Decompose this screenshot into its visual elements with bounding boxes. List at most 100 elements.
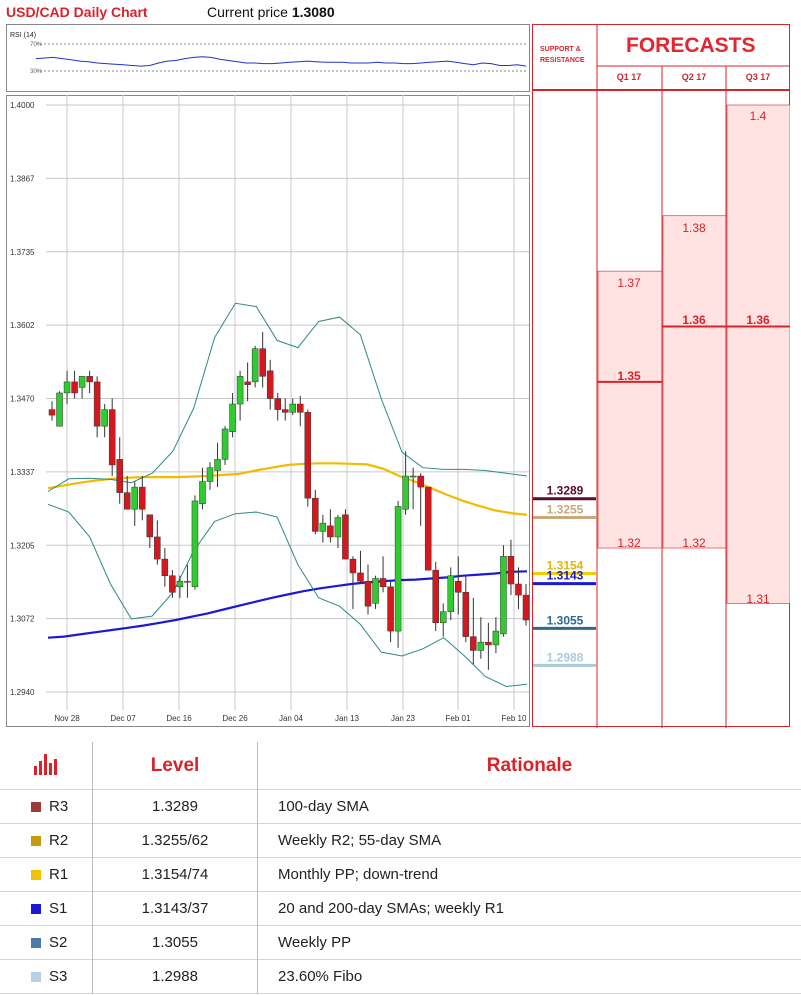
level-column-header: Level <box>92 742 258 790</box>
candle-bull <box>176 580 184 588</box>
level-value: 1.3055 <box>92 925 258 960</box>
quarter-label-q2: Q2 17 <box>681 72 707 82</box>
current-price: Current price 1.3080 <box>207 4 335 20</box>
table-row: R3 1.3289 100-day SMA <box>0 789 801 824</box>
candle-bear <box>462 592 470 637</box>
y-tick-label: 1.3470 <box>10 395 35 404</box>
sr-level-label: 1.3143 <box>547 569 584 583</box>
forecasts-title: FORECASTS <box>626 34 756 57</box>
price-value: 1.3080 <box>291 4 335 20</box>
candle-bear <box>244 381 251 385</box>
candle-bear <box>507 556 515 585</box>
candle-bear <box>485 641 492 646</box>
candle-bull <box>492 630 500 646</box>
rsi-30-label: 30% <box>30 69 43 75</box>
candles <box>48 332 530 670</box>
forecast-q2-high: 1.38 <box>682 221 706 235</box>
x-tick-label: Feb 10 <box>502 714 527 723</box>
candle-bear <box>116 459 123 493</box>
candle-bull <box>319 522 327 532</box>
candle-bear <box>357 572 364 582</box>
rsi-70-label: 70% <box>30 42 43 48</box>
candle-bull <box>334 517 342 538</box>
forecast-bands <box>597 104 790 604</box>
level-name: R2 <box>0 824 93 858</box>
level-name: R1 <box>0 858 93 892</box>
y-tick-label: 1.3602 <box>10 321 35 330</box>
rationale-column-header: Rationale <box>257 742 801 790</box>
candle-bear <box>154 536 161 560</box>
candle-bear <box>312 497 319 532</box>
candle-bear <box>93 381 101 427</box>
candle-bull <box>56 392 63 427</box>
level-swatch <box>31 870 41 880</box>
candle-bear <box>297 403 304 413</box>
candle-bear <box>455 580 462 593</box>
rsi-line <box>35 56 527 67</box>
candle-bear <box>387 586 394 632</box>
candle-bull <box>199 481 206 504</box>
level-rationale: 100-day SMA <box>257 789 801 824</box>
level-swatch <box>31 938 41 948</box>
candle-bear <box>432 569 439 624</box>
level-swatch <box>31 836 41 846</box>
candle-bull <box>500 556 507 635</box>
level-value: 1.2988 <box>92 959 258 994</box>
sr-level-label: 1.3255 <box>547 503 584 517</box>
candle-bull <box>214 459 221 471</box>
x-tick-label: Jan 23 <box>391 714 416 723</box>
candle-bear <box>424 486 432 571</box>
candle-bull <box>394 506 402 632</box>
candle-bear <box>274 398 281 410</box>
level-swatch <box>31 904 41 914</box>
level-value: 1.3154/74 <box>92 857 258 892</box>
y-tick-label: 1.3072 <box>10 615 35 624</box>
forecast-header-frame <box>532 24 790 90</box>
level-name: S1 <box>0 892 93 926</box>
candle-bear <box>281 409 289 413</box>
bar-chart-icon <box>0 742 93 790</box>
forecast-q1-mid: 1.35 <box>617 369 641 383</box>
candle-bull <box>229 403 236 432</box>
candle-bull <box>409 475 417 478</box>
bollinger-upper-line <box>47 302 528 492</box>
y-tick-label: 1.3867 <box>10 174 35 183</box>
candle-bear <box>86 376 93 383</box>
table-row: S1 1.3143/37 20 and 200-day SMAs; weekly… <box>0 891 801 926</box>
candle-bear <box>71 381 78 394</box>
candle-bull <box>402 475 409 510</box>
candle-bull <box>221 428 229 460</box>
candle-bull <box>78 376 86 388</box>
forecast-q1-high: 1.37 <box>617 276 641 290</box>
candle-bear <box>123 492 131 510</box>
x-tick-label: Feb 01 <box>446 714 471 723</box>
candle-bull <box>191 500 199 588</box>
candle-bull <box>236 376 244 405</box>
level-name: S2 <box>0 926 93 960</box>
forecast-band-q2 <box>662 215 727 549</box>
level-rationale: 23.60% Fibo <box>257 959 801 994</box>
price-label: Current price <box>207 4 288 20</box>
candle-bull <box>206 467 214 482</box>
candle-bear <box>266 370 274 399</box>
level-rationale: Weekly PP <box>257 925 801 960</box>
candle-bull <box>289 403 297 413</box>
candle-bear <box>169 575 176 593</box>
quarter-label-q3: Q3 17 <box>745 72 771 82</box>
forecast-values: 1.37 1.35 1.32 1.38 1.36 1.32 1.4 1.36 1… <box>617 109 770 606</box>
x-tick-label: Nov 28 <box>54 714 80 723</box>
candle-bull <box>184 580 191 583</box>
y-tick-label: 1.4000 <box>10 101 35 110</box>
candle-bear <box>304 412 312 499</box>
x-axis-labels: Nov 28 Dec 07 Dec 16 Dec 26 Jan 04 Jan 13 Jan … <box>54 714 527 723</box>
table-row: S3 1.2988 23.60% Fibo <box>0 959 801 994</box>
quarter-label-q1: Q1 17 <box>616 72 642 82</box>
forecast-q3-high: 1.4 <box>750 109 767 123</box>
table-row: R1 1.3154/74 Monthly PP; down-trend <box>0 857 801 892</box>
candle-bear <box>48 409 56 416</box>
chart-frame <box>6 95 530 727</box>
sr-level-label: 1.3154 <box>547 558 584 572</box>
forecast-q3-mid: 1.36 <box>746 313 770 327</box>
